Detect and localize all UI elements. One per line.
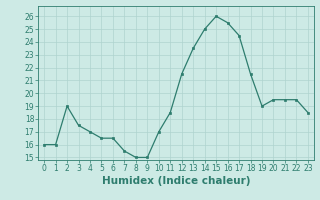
X-axis label: Humidex (Indice chaleur): Humidex (Indice chaleur) bbox=[102, 176, 250, 186]
